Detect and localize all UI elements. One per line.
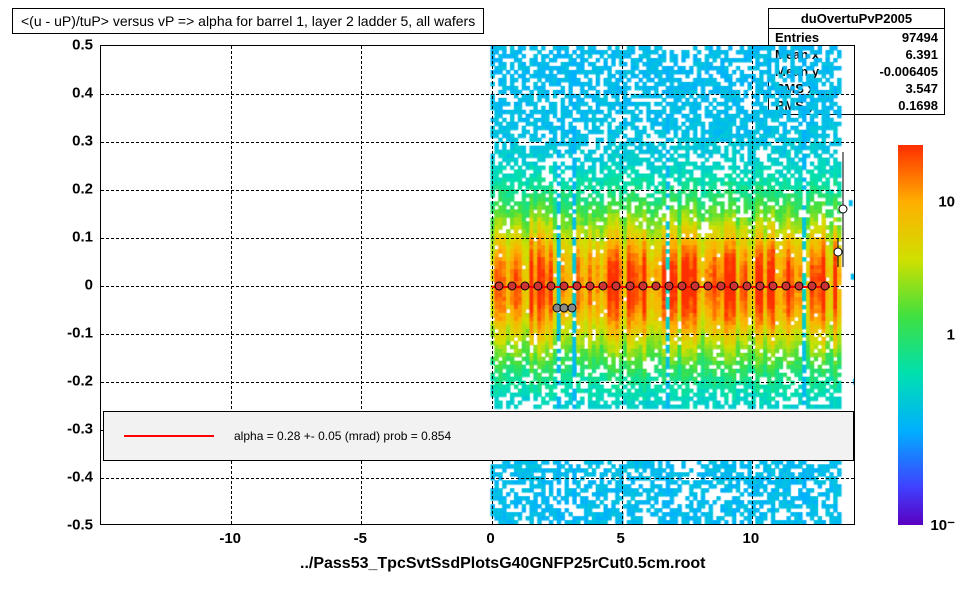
y-tick-label: 0.4 — [43, 85, 93, 102]
y-tick-label: 0 — [43, 277, 93, 294]
x-tick-label: -5 — [330, 530, 390, 547]
stats-value: 3.547 — [905, 81, 938, 96]
stats-value: -0.006405 — [879, 64, 938, 79]
fit-text: alpha = 0.28 +- 0.05 (mrad) prob = 0.854 — [234, 429, 451, 443]
y-tick-label: 0.3 — [43, 133, 93, 150]
y-tick-label: -0.2 — [43, 373, 93, 390]
y-tick-label: -0.3 — [43, 421, 93, 438]
stats-row-entries: Entries 97494 — [769, 29, 944, 46]
y-tick-label: 0.5 — [43, 37, 93, 54]
y-tick-label: 0.1 — [43, 229, 93, 246]
colorbar-tick-label: 1 — [947, 327, 955, 344]
y-tick-label: -0.1 — [43, 325, 93, 342]
chart-title-box: <(u - uP)/tuP> versus vP => alpha for ba… — [12, 8, 484, 34]
colorbar-canvas — [898, 145, 923, 525]
colorbar — [898, 145, 923, 525]
stats-label: Entries — [775, 30, 819, 45]
x-tick-label: 5 — [591, 530, 651, 547]
colorbar-tick-label: 10 — [938, 194, 955, 211]
chart-title: <(u - uP)/tuP> versus vP => alpha for ba… — [21, 13, 475, 29]
fit-line-sample — [124, 435, 214, 437]
stats-value: 6.391 — [905, 47, 938, 62]
x-axis-label: ../Pass53_TpcSvtSsdPlotsG40GNFP25rCut0.5… — [300, 555, 705, 573]
x-tick-label: -10 — [200, 530, 260, 547]
x-tick-label: 0 — [461, 530, 521, 547]
fit-legend-box: alpha = 0.28 +- 0.05 (mrad) prob = 0.854 — [103, 411, 854, 461]
y-tick-label: -0.5 — [43, 517, 93, 534]
y-tick-label: 0.2 — [43, 181, 93, 198]
colorbar-tick-label: 10⁻ — [930, 516, 955, 534]
plot-area: alpha = 0.28 +- 0.05 (mrad) prob = 0.854 — [100, 45, 855, 525]
x-tick-label: 10 — [721, 530, 781, 547]
stats-value: 0.1698 — [898, 98, 938, 113]
stats-name: duOvertuPvP2005 — [769, 9, 944, 29]
stats-value: 97494 — [902, 30, 938, 45]
y-tick-label: -0.4 — [43, 469, 93, 486]
